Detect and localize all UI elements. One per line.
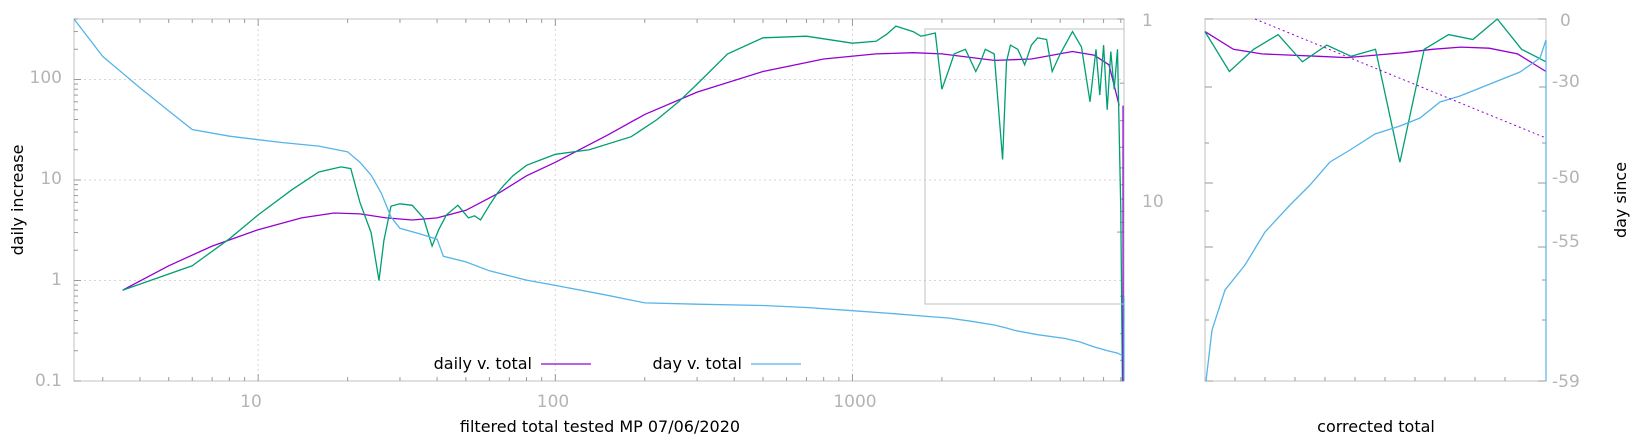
legend: daily v. total day v. total	[434, 354, 801, 373]
inset-axis-ticks	[1205, 18, 1546, 382]
y-tick-label: 10	[40, 169, 62, 189]
main-axis-ticks	[74, 18, 1124, 382]
inset-y2-tick-label: 0	[1560, 11, 1571, 31]
y-tick-label: 100	[30, 68, 62, 88]
inset-y2-axis-title: day since	[1611, 162, 1630, 238]
main-plot-frame	[73, 18, 1125, 382]
inset-y2-tick-label: -59	[1552, 372, 1580, 392]
y2-tick-label: 1	[1142, 11, 1153, 31]
y-tick-label: 0.1	[35, 371, 62, 391]
inset-series-group	[1204, 18, 1547, 382]
inset-series-day	[1205, 39, 1547, 382]
legend-label-daily: daily v. total	[434, 354, 532, 373]
inset-y2-tick-label: -50	[1552, 168, 1580, 188]
x-tick-label: 1000	[833, 392, 876, 412]
series-day-v-total	[73, 18, 1123, 357]
inset-plot-frame	[1204, 18, 1547, 382]
x-axis-title: filtered total tested MP 07/06/2020	[460, 417, 740, 436]
inset-series-green	[1204, 18, 1547, 163]
inset-series-fit-line	[1254, 18, 1547, 139]
series-daily-v-total	[122, 50, 1120, 291]
y-tick-label: 1	[51, 270, 62, 290]
legend-label-day: day v. total	[653, 354, 743, 373]
inset-x-axis-title: corrected total	[1317, 417, 1435, 436]
inset-y2-tick-label: -30	[1552, 72, 1580, 92]
y2-tick-label: 10	[1142, 192, 1164, 212]
x-tick-label: 10	[240, 392, 262, 412]
inset-series-daily	[1204, 31, 1547, 73]
x-tick-label: 100	[537, 392, 569, 412]
main-panel-grid	[74, 19, 1124, 381]
main-series-group	[73, 18, 1125, 382]
y-axis-title: daily increase	[8, 145, 27, 256]
inset-y2-tick-label: -55	[1552, 232, 1580, 252]
series-green	[122, 25, 1124, 382]
